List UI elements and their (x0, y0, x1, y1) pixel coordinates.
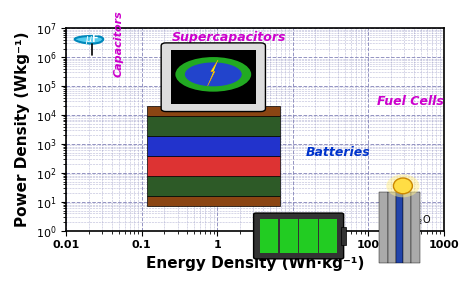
Text: Fuel Cells: Fuel Cells (377, 95, 444, 108)
X-axis label: Energy Density (Wh·kg⁻¹): Energy Density (Wh·kg⁻¹) (146, 256, 364, 271)
Text: H$_2$: H$_2$ (384, 213, 397, 227)
Text: Capacitors: Capacitors (114, 11, 124, 78)
Text: $\mu$F: $\mu$F (85, 32, 99, 46)
Text: H$_2$O: H$_2$O (410, 213, 431, 227)
Text: Supercapacitors: Supercapacitors (172, 31, 286, 43)
Text: Batteries: Batteries (306, 146, 371, 159)
Ellipse shape (75, 36, 103, 44)
Y-axis label: Power Density (Wkg⁻¹): Power Density (Wkg⁻¹) (15, 32, 30, 227)
Text: Membrane: Membrane (406, 184, 412, 226)
